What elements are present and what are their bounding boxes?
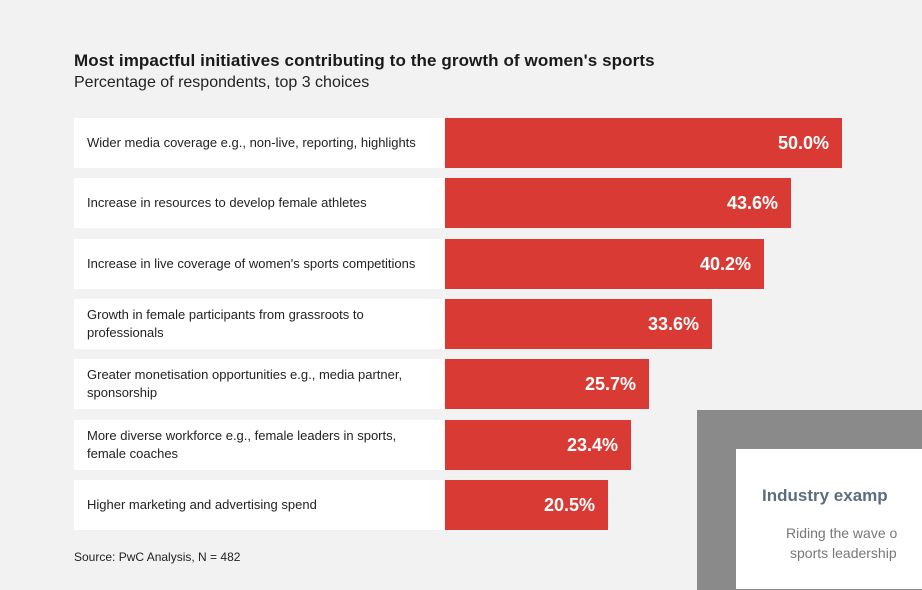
bar-value-label: 20.5% bbox=[543, 495, 595, 515]
bar-value-label: 23.4% bbox=[566, 435, 618, 455]
industry-example-text-line-1: Riding the wave o bbox=[786, 525, 898, 541]
category-label: Higher marketing and advertising spend bbox=[74, 480, 444, 530]
bar: 23.4% bbox=[445, 420, 631, 470]
category-label: Increase in live coverage of women's spo… bbox=[74, 239, 444, 289]
bar-value-label: 50.0% bbox=[777, 133, 829, 153]
bar: 50.0% bbox=[445, 118, 842, 168]
bar: 43.6% bbox=[445, 178, 791, 228]
chart-source-note: Source: PwC Analysis, N = 482 bbox=[74, 550, 241, 564]
industry-example-text-line-2: sports leadership bbox=[790, 545, 897, 561]
category-label: Increase in resources to develop female … bbox=[74, 178, 444, 228]
bar-value-label: 25.7% bbox=[584, 374, 636, 394]
category-label: Growth in female participants from grass… bbox=[74, 299, 444, 349]
category-label: Greater monetisation opportunities e.g.,… bbox=[74, 359, 444, 409]
bar: 33.6% bbox=[445, 299, 712, 349]
bar-value-label: 33.6% bbox=[647, 314, 699, 334]
bar-value-label: 40.2% bbox=[699, 254, 751, 274]
industry-example-card[interactable]: Industry examp Riding the wave o sports … bbox=[736, 449, 922, 589]
category-label: Wider media coverage e.g., non-live, rep… bbox=[74, 118, 444, 168]
category-label: More diverse workforce e.g., female lead… bbox=[74, 420, 444, 470]
industry-example-heading: Industry examp bbox=[762, 486, 888, 505]
bar: 20.5% bbox=[445, 480, 608, 530]
chart-subtitle: Percentage of respondents, top 3 choices bbox=[74, 74, 370, 91]
chart-title: Most impactful initiatives contributing … bbox=[74, 51, 655, 70]
bar: 40.2% bbox=[445, 239, 764, 289]
bar: 25.7% bbox=[445, 359, 649, 409]
bar-value-label: 43.6% bbox=[726, 193, 778, 213]
